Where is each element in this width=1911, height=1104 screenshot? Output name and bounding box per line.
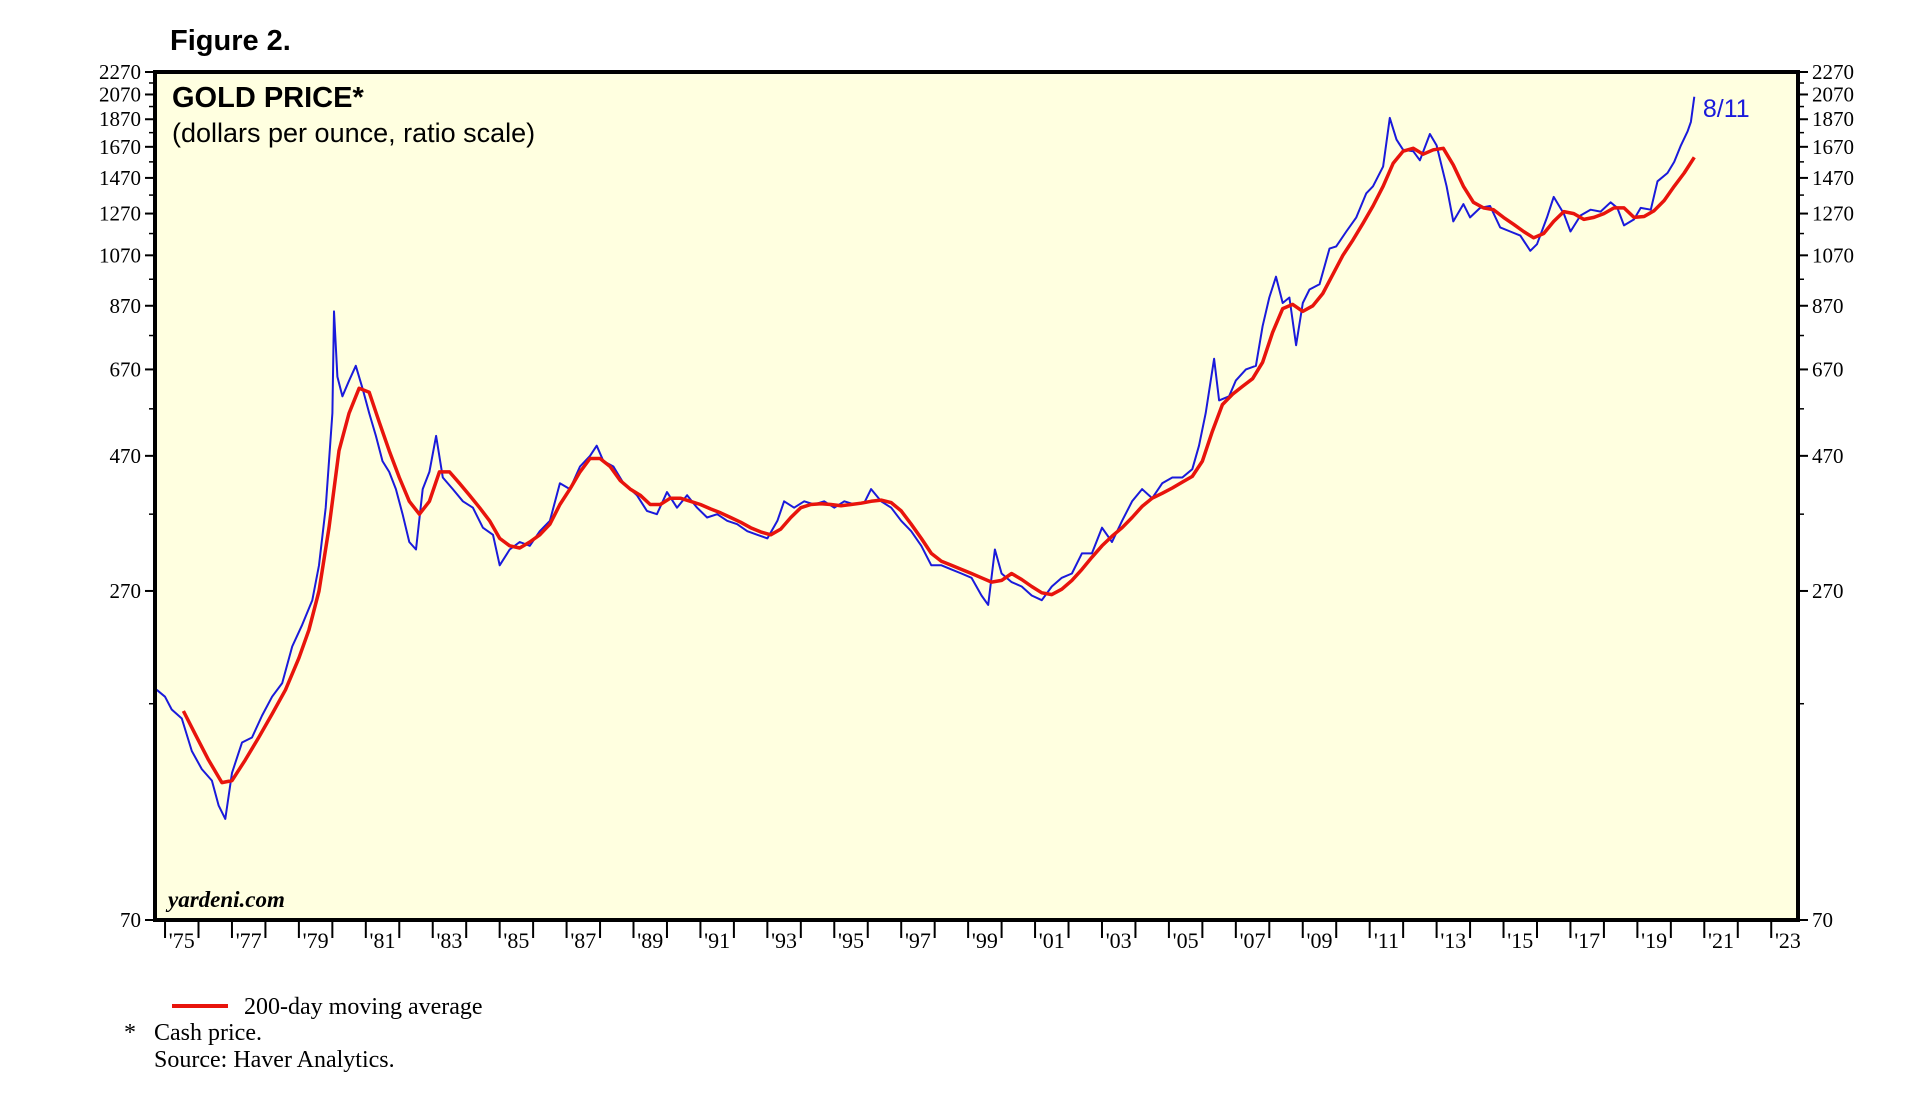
chart-subtitle: (dollars per ounce, ratio scale) <box>172 118 535 148</box>
plot-frame <box>153 70 1800 922</box>
x-tick-label: '11 <box>1374 928 1399 953</box>
y-tick-label: 1470 <box>1812 166 1854 190</box>
footnote-marker: * <box>124 1020 136 1046</box>
y-tick-label: 670 <box>1812 357 1844 381</box>
source-note: Source: Haver Analytics. <box>154 1047 395 1073</box>
y-tick-label: 470 <box>1812 444 1844 468</box>
x-axis: '75 '77 '79 '81 '83 '85 '87 '89 '91 '93 '95 '97 '99 '… <box>164 920 1801 953</box>
y-tick-label: 2270 <box>1812 60 1854 84</box>
y-tick-label: 470 <box>110 444 142 468</box>
x-tick-label: '15 <box>1507 928 1533 953</box>
x-tick-label: '09 <box>1307 928 1333 953</box>
y-tick-label: 2270 <box>99 60 141 84</box>
y-tick-label: 1070 <box>1812 243 1854 267</box>
x-tick-label: '89 <box>637 928 663 953</box>
y-tick-label: 870 <box>1812 294 1844 318</box>
x-tick-label: '17 <box>1574 928 1600 953</box>
x-tick-label: '95 <box>838 928 864 953</box>
x-tick-label: '13 <box>1440 928 1466 953</box>
plot-area <box>155 72 1798 920</box>
figure-label: Figure 2. <box>170 25 291 57</box>
y-tick-label: 870 <box>110 294 142 318</box>
x-tick-label: '05 <box>1173 928 1199 953</box>
y-axis-right: 70 270 470 670 870 1070 1270 1470 1670 1870207022… <box>1798 60 1854 932</box>
footnote-cash-price: Cash price. <box>154 1020 262 1046</box>
y-tick-label: 1070 <box>99 243 141 267</box>
y-tick-label: 1670 <box>99 135 141 159</box>
y-tick-label: 2070 <box>1812 82 1854 106</box>
y-tick-label: 1270 <box>1812 202 1854 226</box>
x-tick-label: '21 <box>1708 928 1734 953</box>
x-tick-label: '77 <box>236 928 262 953</box>
y-tick-label: 1870 <box>99 107 141 131</box>
y-tick-label: 70 <box>1812 908 1833 932</box>
x-tick-label: '93 <box>771 928 797 953</box>
y-tick-label: 1670 <box>1812 135 1854 159</box>
x-tick-label: '83 <box>436 928 462 953</box>
x-tick-label: '85 <box>503 928 529 953</box>
x-tick-label: '23 <box>1775 928 1801 953</box>
x-tick-label: '07 <box>1240 928 1266 953</box>
end-date-label: 8/11 <box>1703 95 1750 123</box>
chart-title: GOLD PRICE* <box>172 82 364 114</box>
x-tick-label: '75 <box>169 928 195 953</box>
watermark: yardeni.com <box>165 887 285 912</box>
y-tick-label: 670 <box>110 357 142 381</box>
y-tick-label: 270 <box>110 579 142 603</box>
y-tick-label: 270 <box>1812 579 1844 603</box>
gold-price-series-line <box>156 96 1696 820</box>
x-tick-label: '19 <box>1641 928 1667 953</box>
y-tick-label: 2070 <box>99 82 141 106</box>
y-tick-label: 1870 <box>1812 107 1854 131</box>
y-tick-label: 1470 <box>99 166 141 190</box>
x-tick-label: '03 <box>1106 928 1132 953</box>
y-axis-left: 70 270 470 670 870 1070 1270 1470 1670 1870207022… <box>99 60 155 932</box>
legend-label-moving-average: 200-day moving average <box>244 994 483 1020</box>
x-tick-label: '99 <box>972 928 998 953</box>
x-tick-label: '79 <box>303 928 329 953</box>
moving-average-series-line <box>181 146 1696 785</box>
x-tick-label: '01 <box>1039 928 1065 953</box>
x-tick-label: '97 <box>905 928 931 953</box>
y-tick-label: 70 <box>120 908 141 932</box>
x-tick-label: '81 <box>370 928 396 953</box>
x-tick-label: '91 <box>704 928 730 953</box>
y-tick-label: 1270 <box>99 202 141 226</box>
x-tick-label: '87 <box>570 928 596 953</box>
